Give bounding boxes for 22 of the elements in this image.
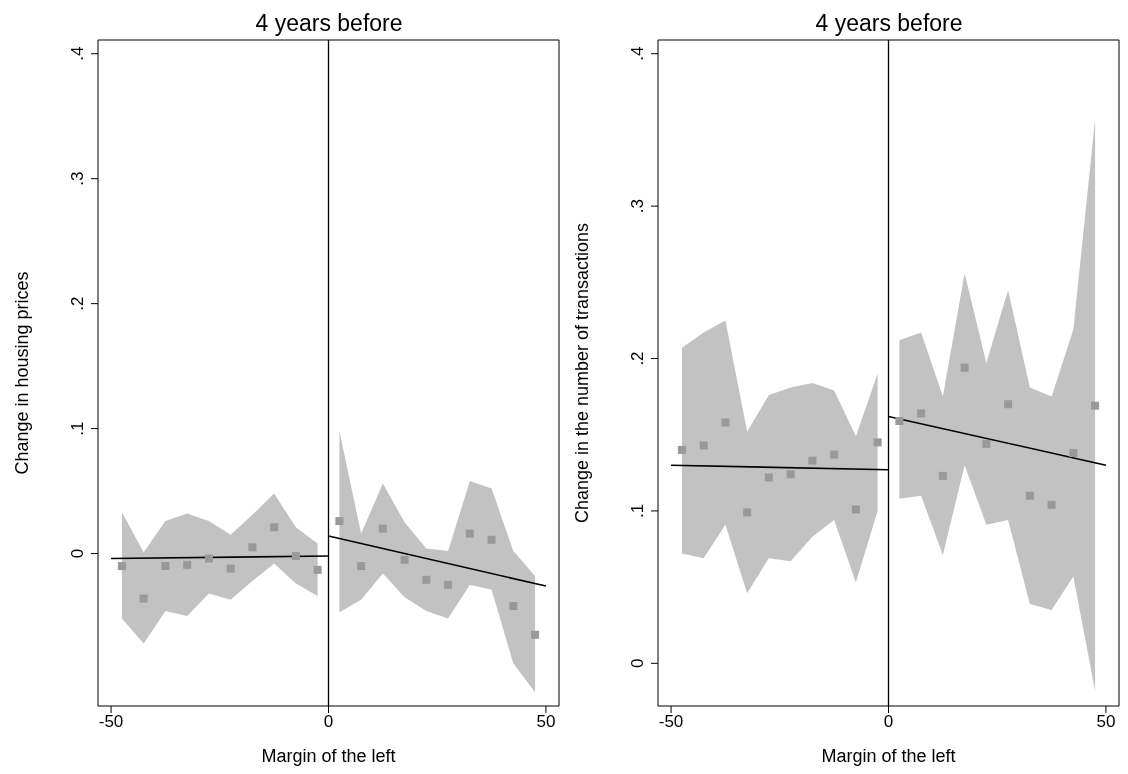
y-tick-label: .3 [68, 171, 87, 186]
x-tick-label: -50 [98, 712, 124, 732]
y-axis-title: Change in housing prices [12, 271, 33, 475]
y-tick-label: .2 [68, 296, 87, 311]
y-tick-label: .1 [68, 421, 87, 436]
y-tick-label: .4 [68, 46, 87, 61]
y-tick-label: 0 [628, 658, 647, 669]
y-axis-title: Change in the number of transactions [572, 222, 593, 524]
chart-title: 4 years before [254, 10, 404, 37]
x-tick-label: 0 [323, 712, 334, 732]
y-tick-label: .3 [628, 199, 647, 214]
y-tick-label: .1 [628, 503, 647, 519]
x-tick-label: 50 [1096, 712, 1116, 732]
y-tick-label: .2 [628, 351, 647, 366]
y-tick-label: 0 [68, 548, 87, 559]
x-tick-label: 0 [883, 712, 894, 732]
chart-title: 4 years before [814, 10, 964, 37]
x-tick-label: 50 [536, 712, 556, 732]
x-axis-title: Margin of the left [821, 746, 956, 766]
x-tick-label: -50 [658, 712, 684, 732]
y-tick-label: .4 [628, 46, 647, 61]
x-axis-title: Margin of the left [261, 746, 396, 766]
